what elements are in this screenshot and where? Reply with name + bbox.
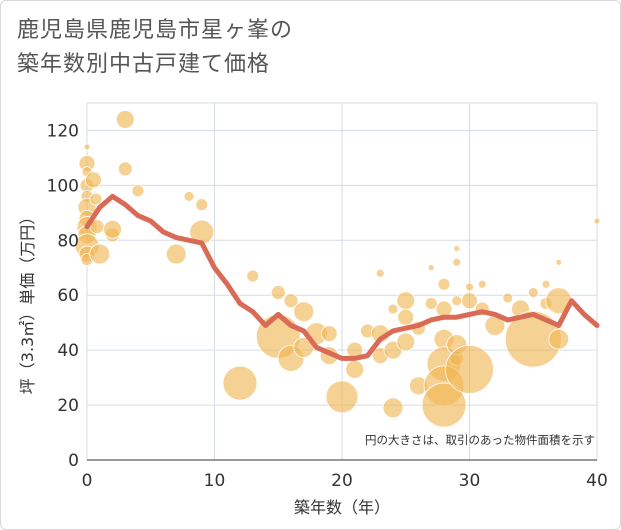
bubble-point [165,243,187,265]
bubble-point [270,285,286,300]
bubble-point [421,382,467,428]
bubble-point [387,303,399,315]
y-tick-label: 20 [57,396,79,416]
x-tick-label: 30 [459,471,481,491]
bubble-point [435,300,453,318]
chart-title-line-1: 鹿児島県鹿児島市星ヶ峯の [17,18,294,43]
chart-title-line-2: 築年数別中古戸建て価格 [17,52,271,77]
bubble-point [195,198,209,212]
bubble-point [325,380,359,414]
bubble-point [375,268,385,278]
bubble-point [89,243,111,265]
bubble-point [183,190,195,202]
bubble-point [527,287,539,298]
bubble-point [103,219,122,239]
bubble-point [397,308,415,326]
x-tick-label: 40 [586,471,608,491]
bubble-size-note: 円の大きさは、取引のあった物件面積を示す [365,433,595,447]
chart-title: 鹿児島県鹿児島市星ヶ峯の 築年数別中古戸建て価格 [17,14,293,82]
bubble-point [427,264,435,272]
bubble-point [548,328,570,350]
x-tick-label: 0 [82,471,93,491]
y-tick-label: 40 [57,341,79,361]
x-tick-label: 10 [204,471,226,491]
bubble-point [445,344,494,394]
x-axis-label: 築年数（年） [294,498,390,517]
bubble-point [246,269,260,283]
bubble-point [293,301,315,323]
bubble-point [593,217,601,225]
trend-line [84,193,600,361]
bubble-point [453,245,461,252]
bubble-series [74,110,601,428]
bubble-point [437,277,451,291]
grid-lines [86,102,598,461]
y-tick-label: 100 [47,176,79,196]
bubble-point [115,110,135,129]
trend-line-series [84,193,600,361]
y-axis-label: 坪（3.3㎡）単価（万円） [18,209,37,394]
bubble-point [283,293,299,309]
y-tick-label: 60 [57,286,79,306]
y-tick-label: 80 [57,231,79,251]
bubble-point [222,365,258,401]
x-tick-label: 20 [331,471,353,491]
y-tick-label: 0 [68,451,79,471]
bubble-point [131,184,145,198]
bubble-point [452,257,462,267]
bubble-point [541,279,551,289]
bubble-point [461,292,478,310]
bubble-point [502,292,514,304]
bubble-point [396,291,416,311]
bubble-point [83,143,91,151]
bubble-point [382,397,404,419]
y-tick-label: 120 [47,121,79,141]
bubble-point [465,282,474,292]
bubble-point [424,297,438,310]
bubble-point [345,359,365,379]
bubble-point [396,332,416,352]
bubble-point [89,192,103,206]
bubble-point [477,279,487,289]
bubble-point [451,295,463,307]
axis-ticks: 0 20 40 60 80 100 120 0 10 20 30 40 [47,121,608,491]
bubble-point [84,171,102,189]
bubble-point [320,325,338,343]
bubble-point [117,161,133,177]
bubble-point [555,258,563,266]
